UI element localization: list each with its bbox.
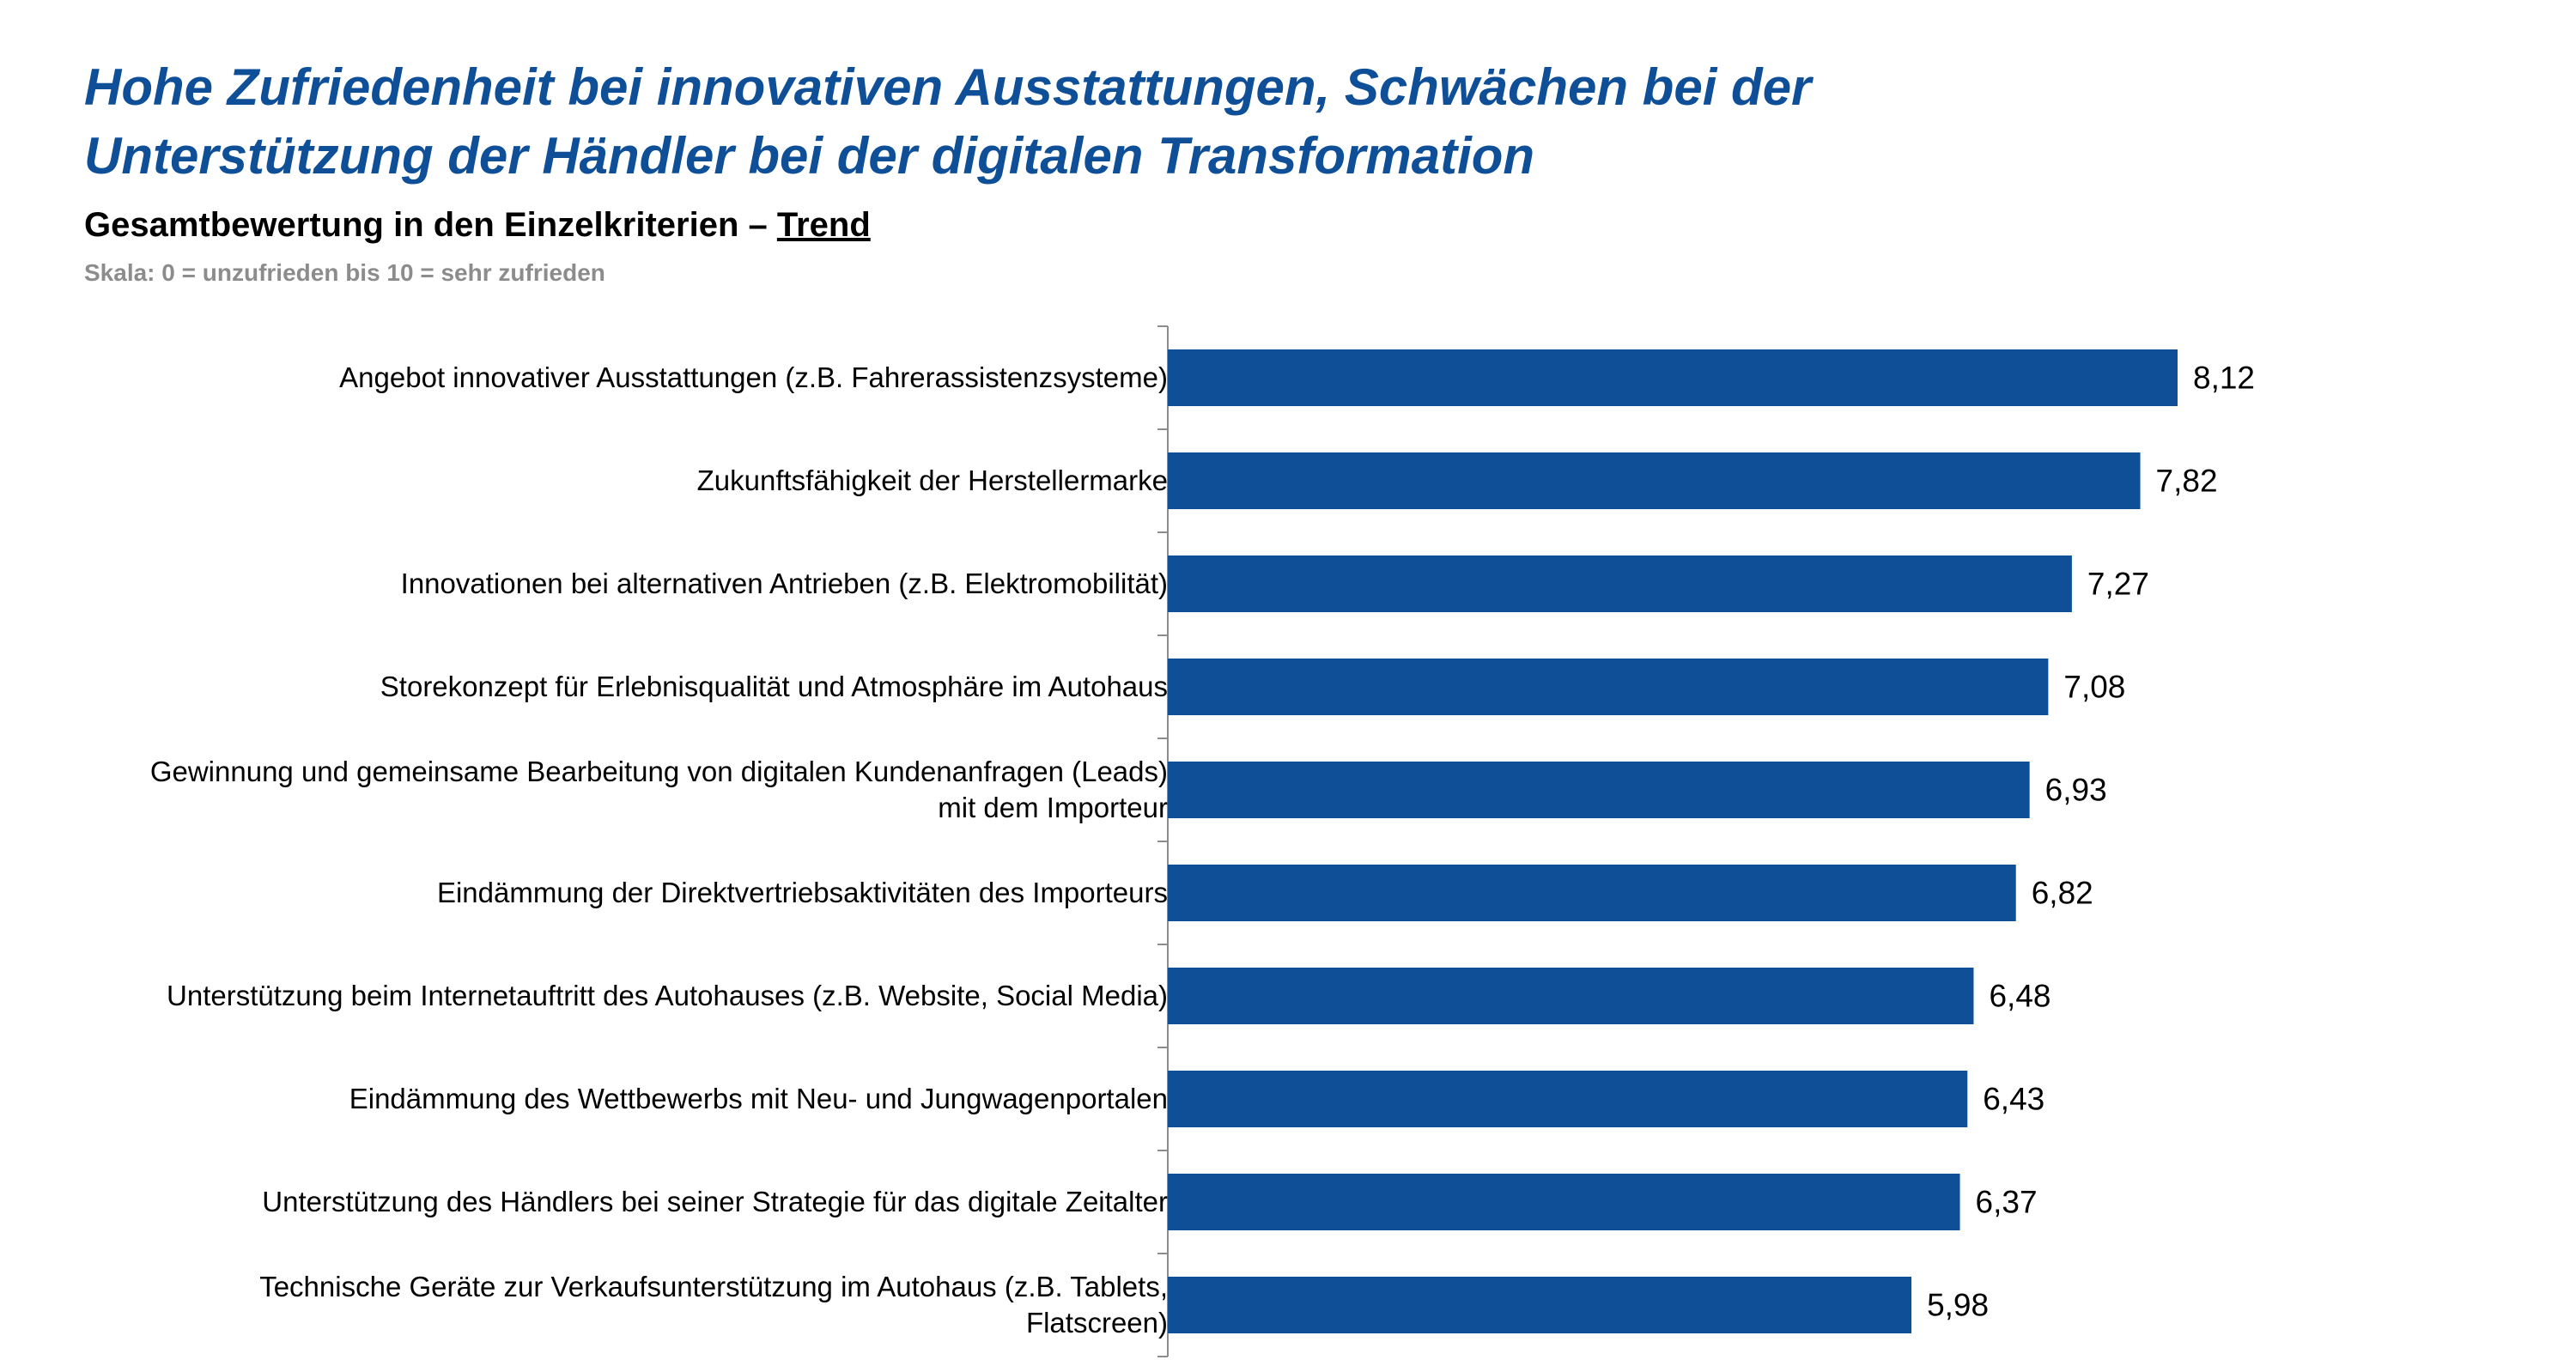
chart-title: Hohe Zufriedenheit bei innovativen Ausst… [84, 53, 2403, 191]
bar [1168, 762, 2030, 818]
data-label: 6,48 [1989, 979, 2050, 1014]
category-label-line: Technische Geräte zur Verkaufsunterstütz… [259, 1271, 1168, 1302]
category-label-line: Unterstützung beim Internetauftritt des … [167, 980, 1168, 1011]
chart-subtitle-text: Gesamtbewertung in den Einzelkriterien – [84, 206, 777, 244]
bar [1168, 1071, 1968, 1127]
data-label: 6,93 [2045, 773, 2107, 808]
category-label-line: Unterstützung des Händlers bei seiner St… [262, 1186, 1168, 1217]
category-label-line: Angebot innovativer Ausstattungen (z.B. … [339, 361, 1168, 393]
bar [1168, 865, 2016, 921]
chart-subtitle-emphasis: Trend [776, 206, 871, 244]
data-label: 6,82 [2032, 876, 2093, 911]
category-label: Innovationen bei alternativen Antrieben … [401, 566, 1168, 602]
bar [1168, 1277, 1912, 1333]
data-label: 5,98 [1927, 1288, 1989, 1323]
bar [1168, 968, 1974, 1024]
scale-note: Skala: 0 = unzufrieden bis 10 = sehr zuf… [84, 259, 605, 286]
category-label-line: Storekonzept für Erlebnisqualität und At… [380, 671, 1168, 702]
bar [1168, 349, 2178, 406]
chart-title-line-2: Unterstützung der Händler bei der digita… [84, 127, 1535, 185]
category-label-line: Eindämmung des Wettbewerbs mit Neu- und … [349, 1083, 1168, 1114]
data-label: 6,43 [1983, 1082, 2044, 1117]
category-label: Gewinnung und gemeinsame Bearbeitung von… [150, 754, 1168, 826]
bar [1168, 452, 2141, 509]
chart-title-line-1: Hohe Zufriedenheit bei innovativen Ausst… [84, 58, 1812, 116]
data-label: 7,82 [2156, 464, 2218, 499]
category-label: Eindämmung des Wettbewerbs mit Neu- und … [349, 1081, 1168, 1117]
category-label-line: Innovationen bei alternativen Antrieben … [400, 568, 1168, 599]
chart-subtitle: Gesamtbewertung in den Einzelkriterien –… [84, 206, 871, 245]
bar [1168, 1174, 1960, 1230]
category-label: Zukunftsfähigkeit der Herstellermarke [697, 463, 1168, 499]
category-label-line: Eindämmung der Direktvertriebsaktivitäte… [436, 877, 1168, 908]
category-label-line: Gewinnung und gemeinsame Bearbeitung von… [149, 756, 1168, 787]
category-label-line: Zukunftsfähigkeit der Herstellermarke [696, 464, 1168, 496]
data-label: 6,37 [1976, 1185, 2038, 1220]
bar [1168, 659, 2049, 715]
category-label: Eindämmung der Direktvertriebsaktivitäte… [437, 875, 1168, 911]
category-label-line: Flatscreen) [1025, 1307, 1168, 1339]
data-label: 7,27 [2087, 567, 2149, 602]
bar [1168, 555, 2072, 612]
category-label: Unterstützung beim Internetauftritt des … [167, 978, 1168, 1014]
data-label: 8,12 [2193, 361, 2255, 396]
category-label-line: mit dem Importeur [938, 792, 1168, 823]
category-label: Angebot innovativer Ausstattungen (z.B. … [339, 360, 1168, 396]
data-label: 7,08 [2063, 670, 2125, 705]
category-label: Unterstützung des Händlers bei seiner St… [262, 1184, 1168, 1220]
category-label: Technische Geräte zur Verkaufsunterstütz… [259, 1269, 1168, 1341]
category-label: Storekonzept für Erlebnisqualität und At… [380, 669, 1168, 705]
